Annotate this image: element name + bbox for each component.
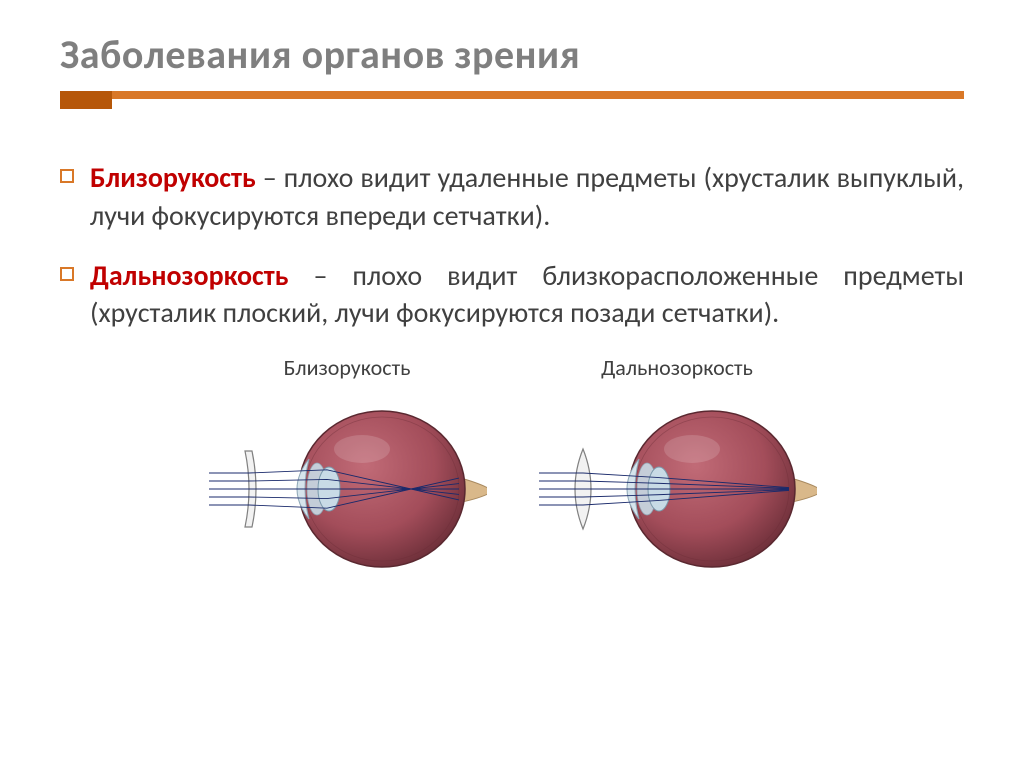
diagram-label-myopia: Близорукость <box>284 354 411 381</box>
bullet-marker-icon <box>60 169 74 183</box>
bullet-marker-icon <box>60 267 74 281</box>
term-hyperopia: Дальнозоркость <box>90 258 289 293</box>
diagram-area: Близорукость Дальнозоркость <box>60 354 964 589</box>
diagram-hyperopia: Дальнозоркость <box>537 354 817 589</box>
eye-diagram-hyperopia <box>537 389 817 589</box>
content-area: Близорукость – плохо видит удаленные пре… <box>0 119 1024 589</box>
accent-bar-left <box>60 91 112 109</box>
accent-bar-right <box>112 91 964 99</box>
diagram-label-hyperopia: Дальнозоркость <box>601 354 753 381</box>
diagram-myopia: Близорукость <box>207 354 487 589</box>
bullet-item: Близорукость – плохо видит удаленные пре… <box>60 159 964 235</box>
bullet-item: Дальнозоркость – плохо видит близкораспо… <box>60 257 964 333</box>
bullet-text: Близорукость – плохо видит удаленные пре… <box>90 159 964 235</box>
term-myopia: Близорукость <box>90 160 256 195</box>
bullet-text: Дальнозоркость – плохо видит близкораспо… <box>90 257 964 333</box>
eye-diagram-myopia <box>207 389 487 589</box>
accent-bars <box>60 91 964 109</box>
page-title: Заболевания органов зрения <box>60 30 964 79</box>
